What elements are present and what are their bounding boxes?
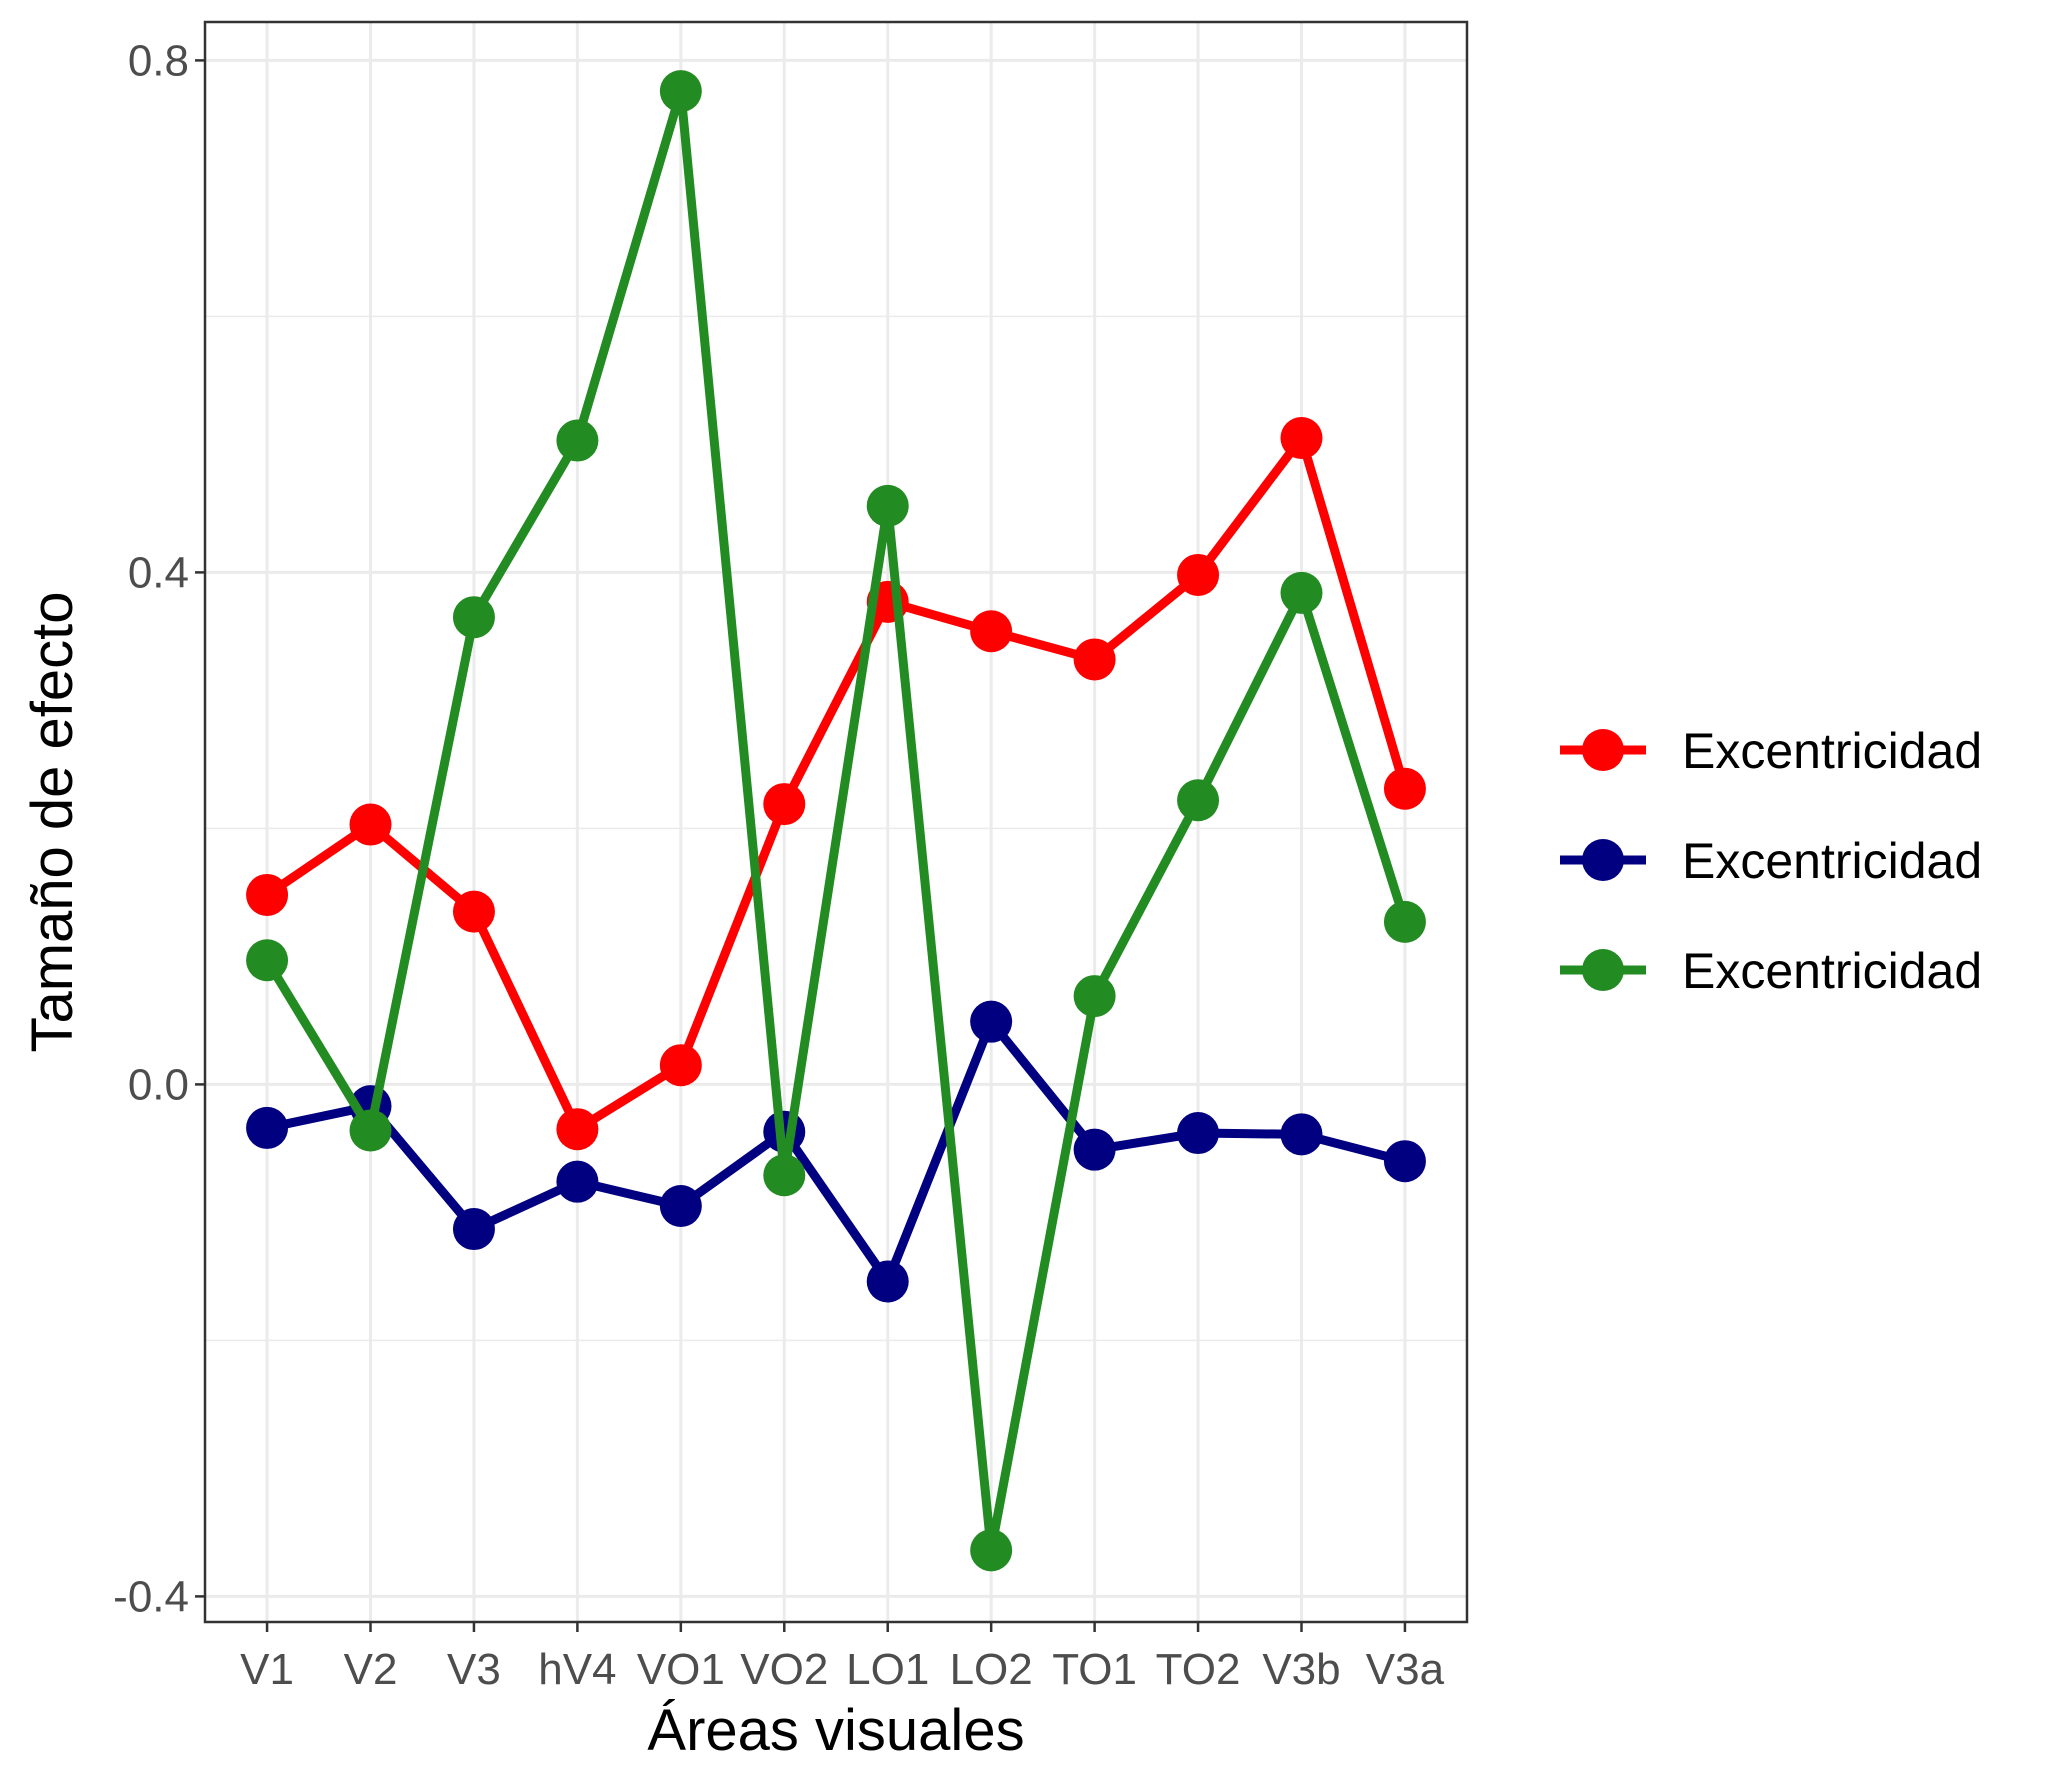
data-point (349, 803, 392, 846)
data-point (763, 1154, 806, 1197)
data-point (763, 783, 806, 826)
data-point (1383, 767, 1426, 810)
y-axis: -0.4 0.0 0.4 0.8 (113, 36, 205, 1621)
x-tick-label: TO2 (1156, 1645, 1241, 1694)
x-tick-label: V3b (1262, 1645, 1340, 1694)
data-point (970, 610, 1013, 653)
x-tick-label: V3 (447, 1645, 501, 1694)
data-point (1177, 1112, 1220, 1155)
y-tick-label: 0.0 (128, 1060, 189, 1109)
x-tick-label: TO1 (1052, 1645, 1137, 1694)
data-point (452, 890, 495, 933)
data-point (1073, 975, 1116, 1018)
data-point (1383, 1140, 1426, 1183)
data-point (866, 484, 909, 527)
y-tick-label: 0.8 (128, 36, 189, 85)
legend-key-point (1582, 729, 1624, 771)
legend-label: Excentricidad (1682, 833, 1982, 889)
data-point (452, 1208, 495, 1251)
x-axis: V1 V2 V3 hV4 VO1 VO2 LO1 LO2 TO1 TO2 V3b V3a (240, 1622, 1445, 1694)
data-point (970, 1529, 1013, 1572)
series-line (263, 86, 1410, 1555)
y-tick-label: -0.4 (113, 1572, 189, 1621)
x-tick-label: V1 (240, 1645, 294, 1694)
legend-key-point (1582, 949, 1624, 991)
y-tick-label: 0.4 (128, 548, 189, 597)
data-point (452, 596, 495, 639)
x-tick-label: hV4 (538, 1645, 616, 1694)
data-point (556, 1160, 599, 1203)
data-point (659, 70, 702, 113)
series-1 (246, 417, 1426, 1151)
data-point (970, 1000, 1013, 1043)
data-point (659, 1044, 702, 1087)
data-point (1280, 417, 1323, 459)
series-line (264, 433, 1410, 1134)
data-point (246, 873, 289, 916)
legend: Excentricidad Excentricidad Excentricidad (1560, 723, 1982, 999)
legend-key (1560, 729, 1646, 771)
y-axis-title: Tamaño de efecto (20, 591, 85, 1052)
data-point (1177, 553, 1220, 596)
data-series (246, 70, 1426, 1572)
data-point (866, 1260, 909, 1303)
legend-label: Excentricidad (1682, 943, 1982, 999)
x-axis-title: Áreas visuales (647, 1698, 1024, 1763)
x-tick-label: VO2 (740, 1645, 828, 1694)
x-tick-label: LO1 (846, 1645, 929, 1694)
legend-label: Excentricidad (1682, 723, 1982, 779)
data-point (1383, 900, 1426, 943)
data-point (246, 1106, 289, 1149)
data-point (1280, 571, 1323, 614)
series-3 (246, 70, 1426, 1572)
data-point (349, 1109, 392, 1152)
x-tick-label: LO2 (950, 1645, 1033, 1694)
data-point (246, 939, 289, 982)
legend-key (1560, 949, 1646, 991)
data-point (556, 1108, 599, 1151)
data-point (556, 419, 599, 462)
data-point (1177, 779, 1220, 822)
data-point (1073, 638, 1116, 681)
grid-lines (205, 22, 1467, 1622)
plot-panel-border (203, 20, 1469, 1624)
data-point (659, 1185, 702, 1227)
x-tick-label: VO1 (637, 1645, 725, 1694)
data-point (1073, 1128, 1116, 1171)
x-tick-label: V2 (344, 1645, 398, 1694)
data-point (1280, 1113, 1323, 1156)
legend-key (1560, 839, 1646, 881)
legend-key-point (1582, 839, 1624, 881)
x-tick-label: V3a (1366, 1645, 1445, 1694)
